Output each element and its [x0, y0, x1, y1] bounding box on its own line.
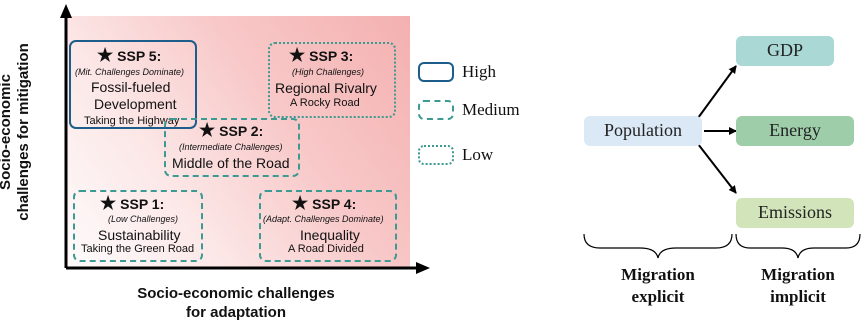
star-icon: ★: [100, 193, 117, 213]
node-energy: Energy: [736, 116, 854, 146]
star-icon: ★: [199, 120, 216, 140]
ssp1-tagline: Taking the Green Road: [81, 243, 195, 255]
legend-high-label: High: [462, 62, 496, 81]
ssp5-subtitle: (Mit. Challenges Dominate): [75, 67, 185, 77]
label-migration-explicit: Migration explicit: [621, 265, 695, 306]
chart-plot-area: [66, 16, 410, 268]
ssp3-tagline: A Rocky Road: [290, 97, 360, 109]
ssp1-subtitle: (Low Challenges): [108, 214, 179, 224]
brace-explicit: [583, 233, 733, 259]
node-emissions: Emissions: [736, 198, 854, 228]
ssp5-heading: ★ SSP 5:: [97, 45, 162, 65]
arrow-population-emissions: [697, 143, 737, 194]
star-icon: ★: [292, 193, 309, 213]
ssp5-name-line1: Fossil-fueled: [91, 79, 171, 95]
y-axis-title: Socio-economic challenges for mitigation: [0, 43, 32, 221]
chart-axes: [60, 4, 430, 274]
ssp1-box: [73, 190, 203, 262]
ssp3-name: Regional Rivalry: [275, 80, 377, 96]
flow-arrows: [583, 65, 861, 259]
ssp5-tagline: Taking the Highway: [84, 115, 180, 127]
ssp2-name: Middle of the Road: [172, 155, 290, 171]
node-population: Population: [584, 116, 702, 146]
ssp3-heading: ★ SSP 3:: [289, 45, 354, 65]
ssp-chart: Socio-economic challenges for mitigation…: [0, 4, 520, 321]
star-icon: ★: [97, 45, 114, 65]
legend-low-swatch: [418, 145, 454, 165]
ssp5-box: [69, 40, 197, 129]
legend-low-label: Low: [462, 145, 494, 164]
x-axis-title: Socio-economic challenges for adaptation: [137, 285, 335, 321]
ssp1-name: Sustainability: [98, 227, 181, 243]
ssp2-subtitle: (Intermediate Challenges): [179, 142, 283, 152]
star-icon: ★: [289, 45, 306, 65]
node-gdp: GDP: [736, 36, 834, 66]
ssp2-heading: ★ SSP 2:: [199, 120, 264, 140]
label-migration-implicit: Migration implicit: [761, 265, 835, 306]
ssp4-tagline: A Road Divided: [288, 243, 364, 255]
ssp4-box: [259, 190, 397, 262]
legend-medium-swatch: [418, 100, 454, 120]
ssp1-heading: ★ SSP 1:: [100, 193, 165, 213]
ssp4-heading: ★ SSP 4:: [292, 193, 357, 213]
ssp4-name: Inequality: [300, 227, 360, 243]
ssp2-box: [164, 118, 300, 177]
migration-flow-diagram: Population GDP Energy Emissions Migratio…: [560, 0, 866, 327]
legend-medium-label: Medium: [462, 100, 520, 119]
brace-implicit: [735, 233, 861, 259]
arrow-population-gdp: [697, 65, 737, 119]
ssp4-subtitle: (Adapt. Challenges Dominate): [263, 214, 384, 224]
legend-high-swatch: [418, 62, 454, 82]
ssp3-subtitle: (High Challenges): [292, 67, 365, 77]
ssp5-name-line2: Development: [94, 96, 177, 112]
ssp3-box: [268, 42, 396, 118]
